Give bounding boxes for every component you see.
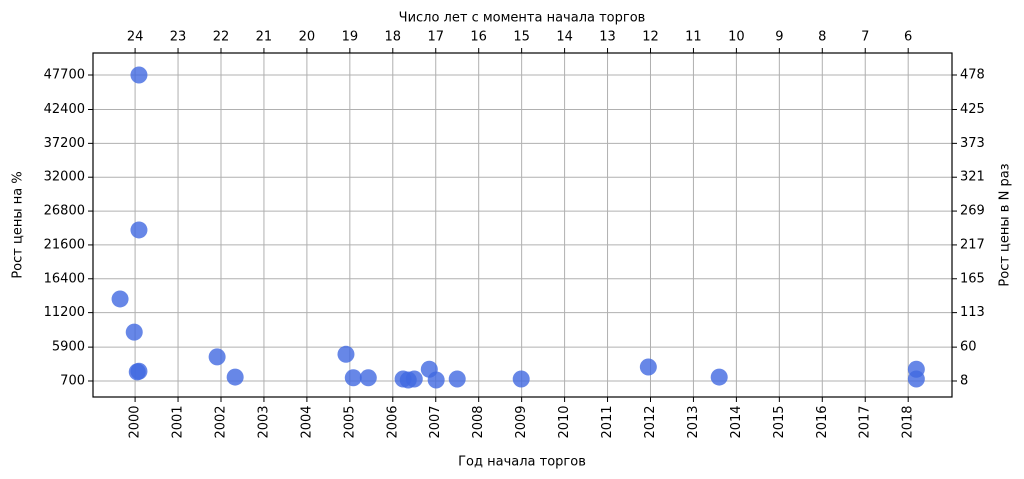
- y-tick-label: 16400: [44, 271, 85, 286]
- x-tick-label: 2006: [385, 405, 400, 438]
- x2-tick-label: 14: [556, 30, 573, 45]
- x2-tick-label: 6: [904, 30, 912, 45]
- y2-tick-label: 478: [960, 68, 985, 83]
- y-tick-label: 42400: [44, 102, 85, 117]
- x2-tick-label: 20: [299, 30, 316, 45]
- point: [344, 369, 362, 387]
- y2-tick-label: 269: [960, 204, 985, 219]
- y2-tick-label: 217: [960, 237, 985, 252]
- y2-tick-label: 165: [960, 271, 985, 286]
- y2-tick-label: 113: [960, 305, 985, 320]
- x-tick-label: 2017: [858, 405, 873, 438]
- x2-tick-label: 17: [427, 30, 444, 45]
- point: [208, 348, 226, 366]
- x-tick-label: 2000: [128, 405, 143, 438]
- y-tick-label: 32000: [44, 170, 85, 185]
- x2-tick-label: 23: [170, 30, 187, 45]
- x2-tick-label: 11: [685, 30, 702, 45]
- x-tick-label: 2001: [171, 405, 186, 438]
- x-tick-label: 2002: [213, 405, 228, 438]
- x2-tick-label: 7: [861, 30, 869, 45]
- y2-tick-label: 8: [960, 373, 968, 388]
- y-tick-label: 5900: [52, 340, 85, 355]
- point: [125, 323, 143, 341]
- point: [512, 370, 530, 388]
- y-tick-label: 700: [60, 373, 85, 388]
- point: [907, 370, 925, 388]
- chart-title: Число лет с момента начала торгов: [399, 11, 646, 26]
- y-tick-label: 26800: [44, 204, 85, 219]
- x2-tick-label: 9: [775, 30, 783, 45]
- point: [130, 221, 148, 239]
- x2-tick-label: 18: [385, 30, 402, 45]
- y2-tick-label: 321: [960, 170, 985, 185]
- point: [337, 345, 355, 363]
- x2-tick-label: 16: [470, 30, 487, 45]
- x-tick-label: 2009: [514, 405, 529, 438]
- x2-tick-label: 15: [513, 30, 530, 45]
- y2-tick-label: 425: [960, 102, 985, 117]
- point: [111, 290, 129, 308]
- y-tick-label: 21600: [44, 237, 85, 252]
- point: [639, 358, 657, 376]
- y-tick-label: 37200: [44, 136, 85, 151]
- x2-tick-label: 21: [256, 30, 273, 45]
- x-tick-label: 2005: [342, 405, 357, 438]
- x-tick-label: 2011: [600, 405, 615, 438]
- x2-tick-label: 13: [599, 30, 616, 45]
- x-tick-label: 2012: [643, 405, 658, 438]
- x-tick-label: 2008: [471, 405, 486, 438]
- x2-tick-label: 12: [642, 30, 659, 45]
- point: [130, 66, 148, 84]
- point: [226, 368, 244, 386]
- plot-frame: [92, 52, 953, 398]
- point: [405, 370, 423, 388]
- point: [427, 371, 445, 389]
- y-tick-label: 11200: [44, 305, 85, 320]
- x-tick-label: 2016: [815, 405, 830, 438]
- point: [359, 369, 377, 387]
- x-tick-label: 2010: [557, 405, 572, 438]
- x-tick-label: 2013: [686, 405, 701, 438]
- x-axis-label: Год начала торгов: [458, 455, 586, 470]
- x-tick-label: 2003: [256, 405, 271, 438]
- x-tick-label: 2015: [772, 405, 787, 438]
- x2-tick-label: 10: [728, 30, 745, 45]
- y-tick-label: 47700: [44, 68, 85, 83]
- y2-tick-label: 60: [960, 340, 977, 355]
- x2-tick-label: 24: [127, 30, 144, 45]
- point: [128, 363, 146, 381]
- x-tick-label: 2014: [729, 405, 744, 438]
- x2-tick-label: 8: [818, 30, 826, 45]
- x-tick-label: 2007: [428, 405, 443, 438]
- y2-axis-label: Рост цены в N раз: [998, 163, 1013, 286]
- point: [710, 368, 728, 386]
- x2-tick-label: 22: [213, 30, 230, 45]
- x2-tick-label: 19: [342, 30, 359, 45]
- y2-tick-label: 373: [960, 136, 985, 151]
- x-tick-label: 2018: [901, 405, 916, 438]
- x-tick-label: 2004: [299, 405, 314, 438]
- y-axis-label: Рост цены на %: [11, 171, 26, 278]
- point: [448, 370, 466, 388]
